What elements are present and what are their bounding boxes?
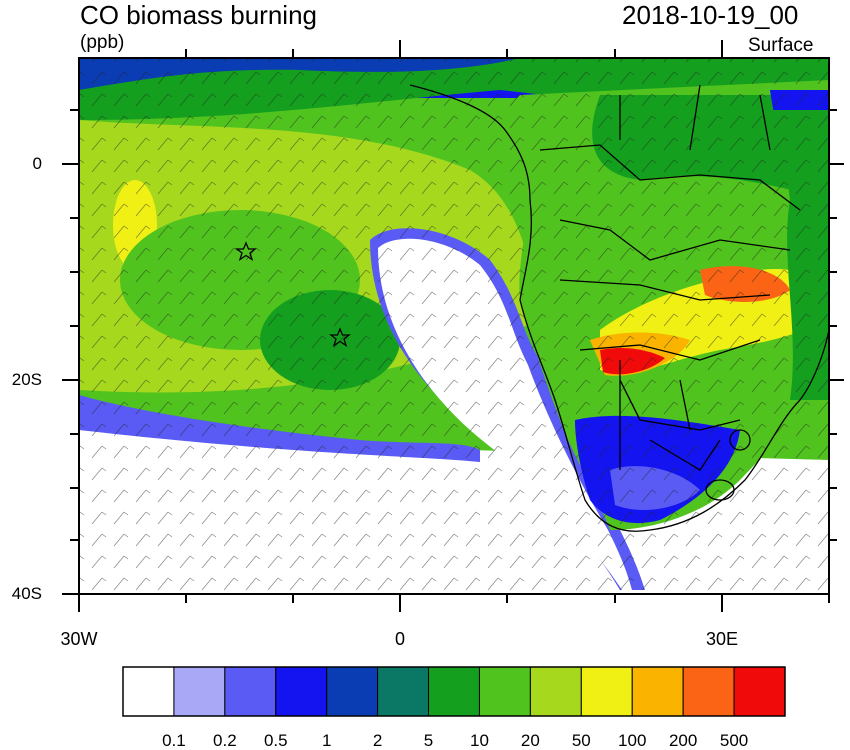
colorbar-tick-label: 20	[520, 731, 540, 750]
coastline	[409, 84, 829, 532]
colorbar-swatch	[275, 666, 328, 717]
axis-ticks	[62, 40, 844, 612]
lat-label-0: 0	[32, 154, 42, 173]
colorbar-tick-label: 50	[571, 731, 591, 750]
lat-label-40s: 40S	[11, 584, 42, 603]
lon-label-0: 0	[394, 629, 405, 649]
colorbar-tick-label: 5	[423, 731, 434, 750]
level-label: Surface	[748, 35, 814, 56]
datetime-label: 2018-10-19_00	[622, 0, 799, 30]
lon-label-30w: 30W	[60, 629, 98, 649]
colorbar-swatch	[173, 666, 226, 717]
wind-barbs	[79, 58, 829, 594]
colorbar-tick-label: 1	[321, 731, 332, 750]
lon-label-30e: 30E	[705, 629, 739, 649]
colorbar-tick-label: 0.2	[213, 731, 237, 750]
units-label: (ppb)	[80, 32, 125, 53]
colorbar-swatch	[631, 666, 684, 717]
colorbar-tick-label: 100	[618, 731, 647, 750]
colorbar-tick-label: 200	[668, 731, 698, 750]
colorbar-swatch	[224, 666, 277, 717]
colorbar-tick-label: 0.1	[162, 731, 186, 750]
colorbar-swatch	[478, 666, 531, 717]
map-title: CO biomass burning	[80, 0, 317, 30]
colorbar-swatch	[682, 666, 735, 717]
colorbar-swatch	[377, 666, 430, 717]
colorbar-tick-label: 500	[719, 731, 749, 750]
star-marker-1	[235, 241, 257, 262]
colorbar-swatch	[326, 666, 379, 717]
lat-label-20s: 20S	[11, 370, 42, 389]
colorbar-swatch	[122, 666, 175, 717]
colorbar-tick-label: 2	[372, 731, 383, 750]
site-markers	[235, 241, 351, 348]
colorbar-swatch	[733, 666, 786, 717]
colorbar-swatch	[529, 666, 582, 717]
colorbar-tick-label: 0.5	[263, 731, 288, 750]
colorbar-swatch	[428, 666, 480, 717]
colorbar-swatch	[580, 666, 633, 717]
star-marker-2	[329, 327, 351, 348]
colorbar-tick-label: 10	[469, 731, 489, 750]
